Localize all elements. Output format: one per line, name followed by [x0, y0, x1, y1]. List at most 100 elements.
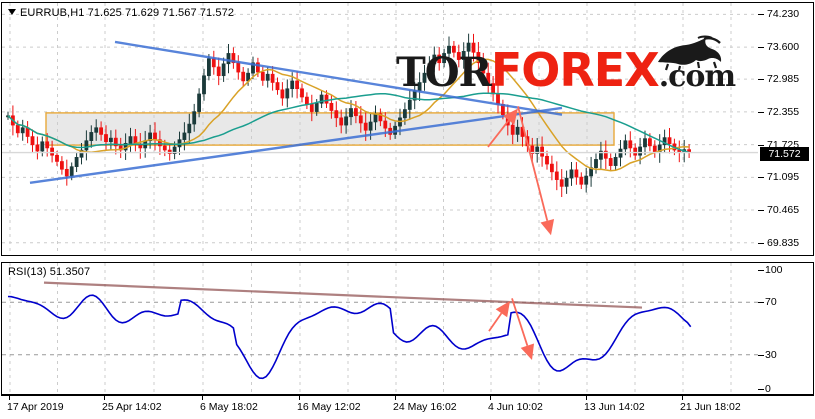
- candle-body: [69, 166, 74, 177]
- price-y-tick: [758, 144, 764, 146]
- rsi-y-label: 100: [765, 264, 783, 276]
- candle-body: [344, 116, 349, 126]
- candle-body: [231, 53, 236, 64]
- candle-body: [211, 58, 216, 68]
- candle-body: [417, 82, 422, 92]
- candle-body: [594, 159, 598, 169]
- rsi-y-axis: 100 70 30 0: [757, 262, 815, 395]
- candle-body: [216, 66, 221, 77]
- x-axis-tick: [202, 395, 203, 400]
- candle-body: [192, 111, 197, 125]
- candle-body: [378, 113, 383, 122]
- rsi-plot-area[interactable]: [2, 263, 813, 394]
- rsi-line: [7, 294, 692, 380]
- candle-body: [285, 88, 290, 99]
- price-y-tick: [758, 47, 764, 49]
- price-y-label: 71.095: [767, 171, 800, 184]
- candle-body: [638, 146, 643, 156]
- x-axis-tick: [104, 395, 105, 400]
- candle-body: [241, 71, 246, 82]
- candle-body: [148, 132, 153, 141]
- candle-body: [549, 163, 554, 173]
- candle-body: [447, 45, 451, 54]
- candle-body: [207, 58, 211, 77]
- rsi-forecast-down-arrow: [511, 298, 535, 360]
- price-panel-header: EURRUB,H1 71.625 71.629 71.567 71.572: [8, 7, 234, 19]
- candle-body: [153, 132, 157, 140]
- price-y-tick: [758, 210, 764, 212]
- candle-body: [324, 94, 329, 104]
- x-axis-label: 13 Jun 14:02: [584, 401, 645, 413]
- candle-body: [349, 108, 353, 118]
- rsi-forecast-up-arrow: [488, 300, 510, 332]
- candle-body: [363, 122, 368, 131]
- candle-body: [451, 45, 456, 53]
- rsi-chart-panel[interactable]: RSI(13) 51.3507: [1, 262, 814, 395]
- candle-body: [295, 80, 300, 90]
- candle-body: [197, 93, 202, 112]
- candle-body: [432, 54, 437, 65]
- forecast-down-arrow: [517, 106, 555, 236]
- candle-body: [515, 126, 520, 135]
- candle-body: [251, 62, 255, 74]
- candle-body: [358, 115, 363, 124]
- moving-average-slow: [7, 92, 690, 154]
- candle-body: [280, 89, 285, 99]
- price-y-tick: [758, 79, 764, 81]
- candle-body: [608, 158, 613, 166]
- symbol-ohlc-label: EURRUB,H1 71.625 71.629 71.567 71.572: [20, 7, 235, 19]
- chevron-down-icon[interactable]: [8, 9, 16, 16]
- candle-body: [172, 146, 177, 154]
- candle-body: [353, 108, 358, 117]
- price-y-label: 72.355: [767, 105, 800, 118]
- x-axis-tick: [682, 395, 683, 400]
- x-axis-tick: [586, 395, 587, 400]
- rsi-y-label: 30: [765, 348, 777, 361]
- candle-body: [15, 124, 20, 134]
- moving-average-fast: [7, 58, 690, 172]
- candle-body: [574, 169, 579, 178]
- candle-body: [456, 52, 461, 60]
- price-y-label: 73.600: [767, 41, 800, 54]
- candle-body: [422, 72, 427, 83]
- candle-body: [202, 75, 206, 95]
- price-chart-panel[interactable]: EURRUB,H1 71.625 71.629 71.567 71.572: [1, 2, 814, 256]
- candle-body: [402, 109, 407, 119]
- candle-body: [35, 144, 40, 152]
- candle-body: [662, 137, 667, 146]
- x-axis-label: 17 Apr 2019: [7, 401, 64, 413]
- candle-body: [368, 121, 373, 131]
- candle-body: [667, 137, 672, 145]
- candle-body: [491, 83, 496, 95]
- upper-descending-trendline: [114, 40, 563, 116]
- x-axis-tick: [395, 395, 396, 400]
- candle-body: [569, 169, 574, 179]
- rsi-y-tick: [758, 389, 764, 390]
- candle-body: [104, 134, 108, 143]
- candle-body: [55, 154, 59, 162]
- candle-body: [89, 132, 94, 141]
- candle-body: [603, 150, 608, 159]
- candle-body: [427, 63, 432, 74]
- candle-body: [461, 51, 466, 60]
- candle-body: [334, 110, 339, 119]
- candle-body: [309, 104, 314, 112]
- price-y-tick: [758, 177, 764, 179]
- price-y-label: 70.465: [767, 204, 800, 217]
- price-plot-area[interactable]: [2, 3, 813, 255]
- rsi-y-tick: [758, 354, 764, 356]
- candle-body: [442, 53, 447, 64]
- candle-body: [265, 73, 270, 81]
- candle-body: [535, 146, 540, 154]
- x-axis-label: 16 May 12:02: [297, 401, 361, 413]
- candle-body: [314, 102, 319, 112]
- x-axis: 17 Apr 2019 25 Apr 14:02 6 May 18:02 16 May…: [1, 395, 814, 419]
- lower-ascending-trendline: [29, 106, 563, 184]
- candle-body: [623, 140, 628, 150]
- candle-body: [628, 140, 633, 149]
- price-y-tick: [758, 242, 764, 244]
- candle-body: [260, 71, 265, 81]
- candle-body: [162, 145, 167, 151]
- candle-body: [383, 120, 388, 129]
